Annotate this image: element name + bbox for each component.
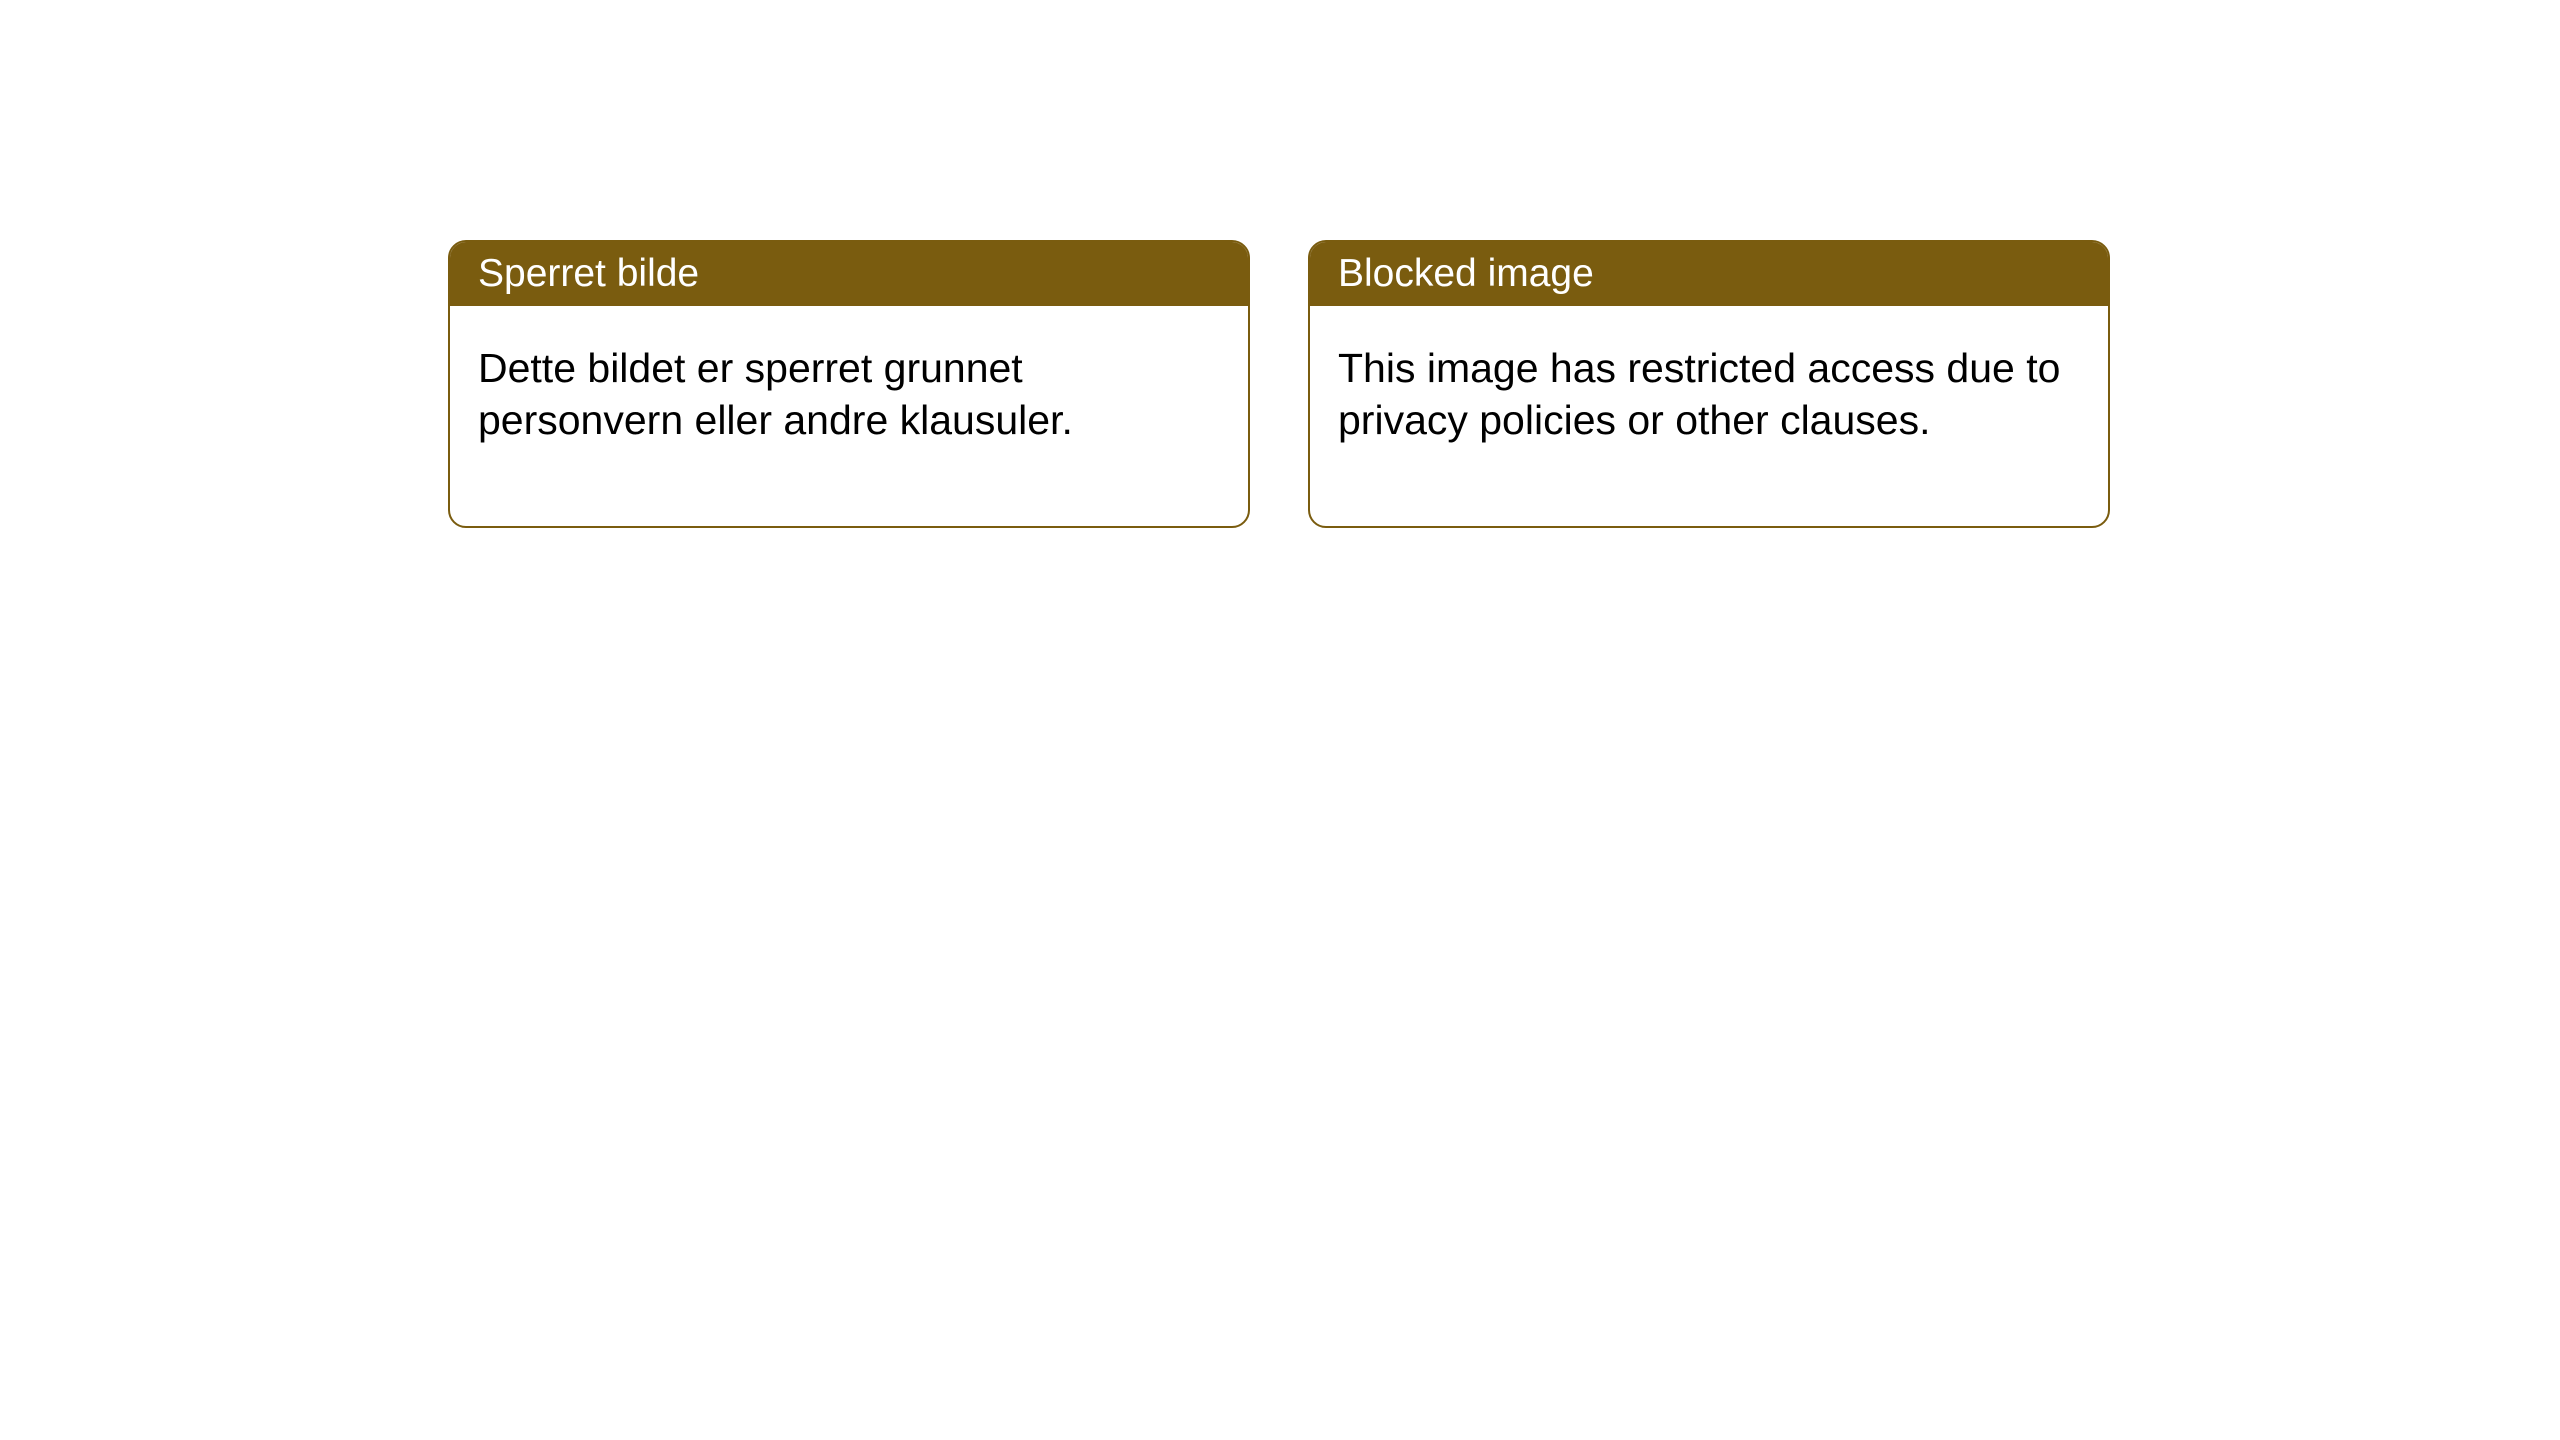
notice-card-norwegian: Sperret bilde Dette bildet er sperret gr… (448, 240, 1250, 528)
card-title: Sperret bilde (478, 252, 699, 295)
notice-cards-container: Sperret bilde Dette bildet er sperret gr… (448, 240, 2560, 528)
card-header: Sperret bilde (450, 242, 1248, 306)
notice-card-english: Blocked image This image has restricted … (1308, 240, 2110, 528)
card-body-text: This image has restricted access due to … (1338, 345, 2060, 443)
card-body: Dette bildet er sperret grunnet personve… (450, 306, 1248, 526)
card-header: Blocked image (1310, 242, 2108, 306)
card-title: Blocked image (1338, 252, 1594, 295)
card-body-text: Dette bildet er sperret grunnet personve… (478, 345, 1073, 443)
card-body: This image has restricted access due to … (1310, 306, 2108, 526)
